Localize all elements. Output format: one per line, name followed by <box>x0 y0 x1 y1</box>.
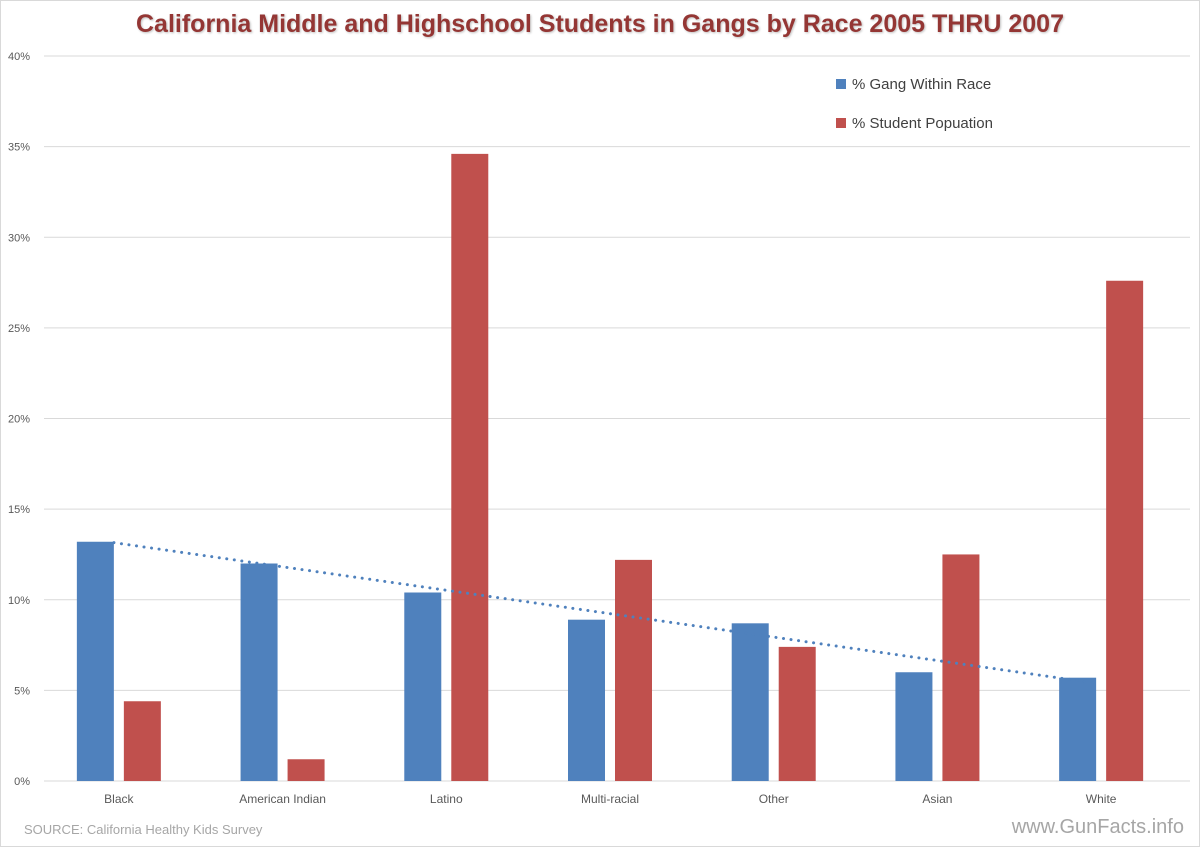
bar-gang-latino <box>404 592 442 781</box>
trendline <box>112 541 1098 685</box>
x-tick-label: Other <box>759 792 789 806</box>
bar-population-multi-racial <box>615 559 652 781</box>
y-tick-label: 5% <box>14 685 30 697</box>
legend-label: % Gang Within Race <box>852 75 992 93</box>
bar-population-other <box>778 646 816 781</box>
x-tick-label: Black <box>104 792 134 806</box>
chart-title: California Middle and Highschool Student… <box>136 10 1064 38</box>
x-tick-label: Asian <box>922 792 952 806</box>
watermark: www.GunFacts.info <box>1011 816 1184 838</box>
x-tick-label: Latino <box>430 792 463 806</box>
trendline-gang-within-race <box>112 541 1098 685</box>
legend: % Gang Within Race % Student Popuation <box>836 74 993 152</box>
y-tick-label: 0% <box>14 776 30 788</box>
bar-gang-white <box>1059 677 1097 781</box>
bar-gang-other <box>731 623 769 781</box>
legend-swatch-blue <box>836 79 846 89</box>
gridlines <box>44 55 1190 782</box>
y-tick-label: 30% <box>8 232 30 244</box>
legend-label: % Student Popuation <box>852 114 993 132</box>
bar-population-american-indian <box>287 759 325 781</box>
y-tick-label: 35% <box>8 142 30 154</box>
x-axis-labels: Black American Indian Latino Multi-racial Ot… <box>104 792 1117 806</box>
bar-gang-black <box>76 541 114 781</box>
legend-swatch-red <box>836 118 846 128</box>
bar-population-white <box>1106 280 1144 781</box>
legend-item-population: % Student Popuation <box>836 113 993 133</box>
y-tick-label: 20% <box>8 414 30 426</box>
x-tick-label: Multi-racial <box>581 792 639 806</box>
bar-population-asian <box>942 554 980 781</box>
y-axis-ticks: 0% 5% 10% 15% 20% 25% 30% 35% 40% <box>8 51 30 788</box>
legend-item-gang: % Gang Within Race <box>836 74 993 94</box>
y-tick-label: 15% <box>8 504 30 516</box>
y-tick-label: 40% <box>8 51 30 63</box>
source-note: SOURCE: California Healthy Kids Survey <box>24 822 263 837</box>
bar-population-latino <box>451 153 489 781</box>
y-tick-label: 25% <box>8 323 30 335</box>
x-tick-label: White <box>1086 792 1117 806</box>
bar-gang-american-indian <box>240 563 278 781</box>
bar-gang-asian <box>895 672 933 781</box>
y-tick-label: 10% <box>8 595 30 607</box>
x-tick-label: American Indian <box>239 792 326 806</box>
bar-population-black <box>123 701 161 781</box>
bar-gang-multi-racial <box>568 619 605 781</box>
bars <box>76 153 1144 781</box>
